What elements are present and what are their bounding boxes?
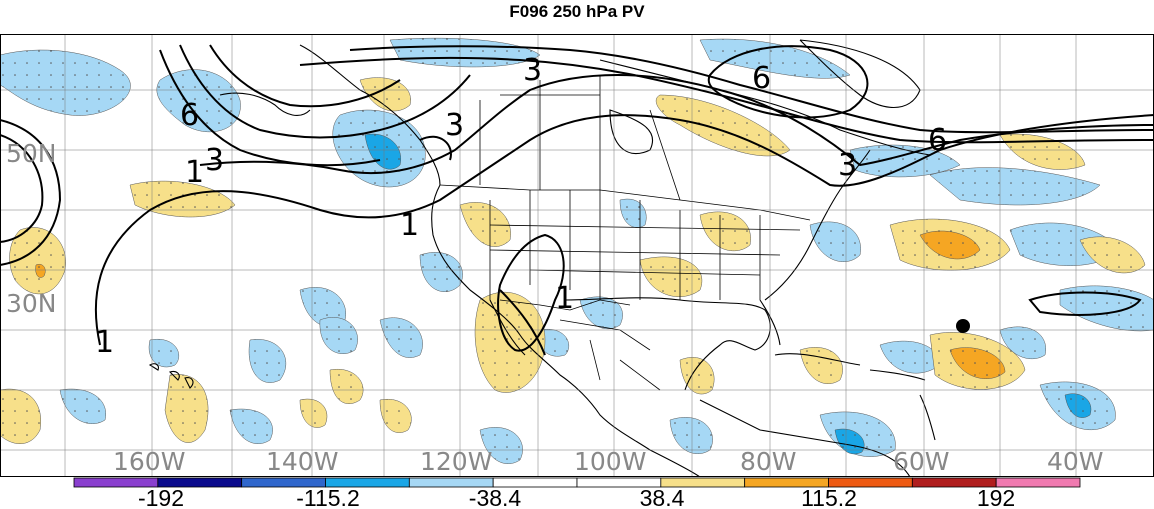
stipple-overlay: [130, 181, 235, 218]
colorbar-label: -38.4: [469, 485, 522, 509]
stipple-overlay: [950, 347, 1005, 379]
stipple-overlay: [1080, 236, 1145, 273]
lon-label-100w: 100W: [574, 447, 646, 476]
contour-label-1: 1: [95, 325, 114, 360]
contour-label-6: 6: [180, 98, 199, 133]
stipple-overlay: [365, 134, 401, 170]
stipple-overlay: [1000, 326, 1046, 359]
colorbar: [73, 477, 1081, 488]
stipple-overlay: [656, 95, 790, 156]
stipple-overlay: [330, 369, 364, 404]
colorbar-swatch: [995, 477, 1081, 488]
stipple-overlay: [319, 317, 358, 354]
stipple-overlay: [539, 329, 569, 357]
lon-label-120w: 120W: [420, 447, 492, 476]
colorbar-label: 192: [977, 485, 1015, 509]
stipple-overlay: [0, 389, 41, 444]
lon-label-40w: 40W: [1047, 447, 1104, 476]
stipple-overlay: [165, 374, 209, 443]
stipple-overlay: [1000, 134, 1085, 170]
stipple-overlay: [1065, 393, 1091, 418]
stipple-overlay: [835, 429, 865, 454]
stipple-overlay: [35, 264, 46, 278]
stipple-overlay: [800, 347, 843, 384]
longitude-labels: 160W 140W 120W 100W 80W 60W 40W: [113, 447, 1104, 476]
contour-labels: 1 1 3 6 1 3 3 6 3 6 1: [95, 53, 947, 360]
stipple-overlay: [300, 399, 328, 428]
stipple-overlay: [380, 399, 412, 433]
pv-shading: [0, 37, 1154, 464]
stipple-overlay: [475, 292, 545, 393]
stipple-overlay: [300, 287, 346, 327]
stipple-overlay: [149, 339, 179, 368]
lat-label-30n: 30N: [6, 289, 57, 318]
colorbar-label: -192: [138, 485, 184, 509]
storm-marker-dot: [956, 319, 970, 333]
contour-label-6: 6: [928, 123, 947, 158]
contour-label-3: 3: [445, 108, 464, 143]
stipple-overlay: [810, 221, 861, 262]
lon-label-160w: 160W: [113, 447, 185, 476]
stipple-overlay: [700, 211, 751, 251]
stipple-overlay: [680, 357, 715, 395]
contour-label-3: 3: [838, 148, 857, 183]
stipple-overlay: [420, 252, 463, 292]
stipple-overlay: [60, 389, 106, 424]
lon-label-140w: 140W: [266, 447, 338, 476]
contour-label-1: 1: [555, 281, 574, 316]
contour-label-3: 3: [205, 143, 224, 178]
stipple-overlay: [880, 341, 940, 374]
stipple-overlay: [640, 256, 702, 297]
stipple-overlay: [580, 296, 623, 329]
map-title: F096 250 hPa PV: [509, 2, 645, 21]
graticule: [0, 34, 1154, 477]
colorbar-label: 115.2: [801, 485, 857, 509]
stipple-overlay: [700, 39, 850, 79]
stipple-overlay: [620, 199, 647, 228]
contour-label-1: 1: [400, 208, 419, 243]
contour-label-1: 1: [185, 155, 204, 190]
stipple-overlay: [670, 417, 713, 454]
stipple-overlay: [460, 202, 511, 247]
stipple-overlay: [249, 339, 286, 383]
stipple-overlay: [230, 409, 273, 444]
lon-label-80w: 80W: [740, 447, 797, 476]
stipple-overlay: [480, 427, 523, 464]
stipple-overlay: [360, 77, 411, 112]
stipple-overlay: [380, 317, 423, 358]
colorbar-label: 38.4: [640, 485, 685, 509]
stipple-overlay: [920, 230, 980, 259]
contour-label-3: 3: [523, 53, 542, 88]
stipple-overlay: [390, 38, 540, 67]
contour-label-6: 6: [752, 61, 771, 96]
lat-label-50n: 50N: [6, 139, 57, 168]
stipple-overlay: [930, 167, 1100, 205]
pv-contours: [0, 44, 1154, 356]
colorbar-label: -115.2: [296, 485, 360, 509]
lon-label-60w: 60W: [893, 447, 950, 476]
colorbar-labels: -192 -115.2 -38.4 38.4 115.2 192: [138, 485, 1015, 509]
stipple-overlay: [9, 227, 66, 294]
stipple-overlay: [156, 69, 241, 132]
